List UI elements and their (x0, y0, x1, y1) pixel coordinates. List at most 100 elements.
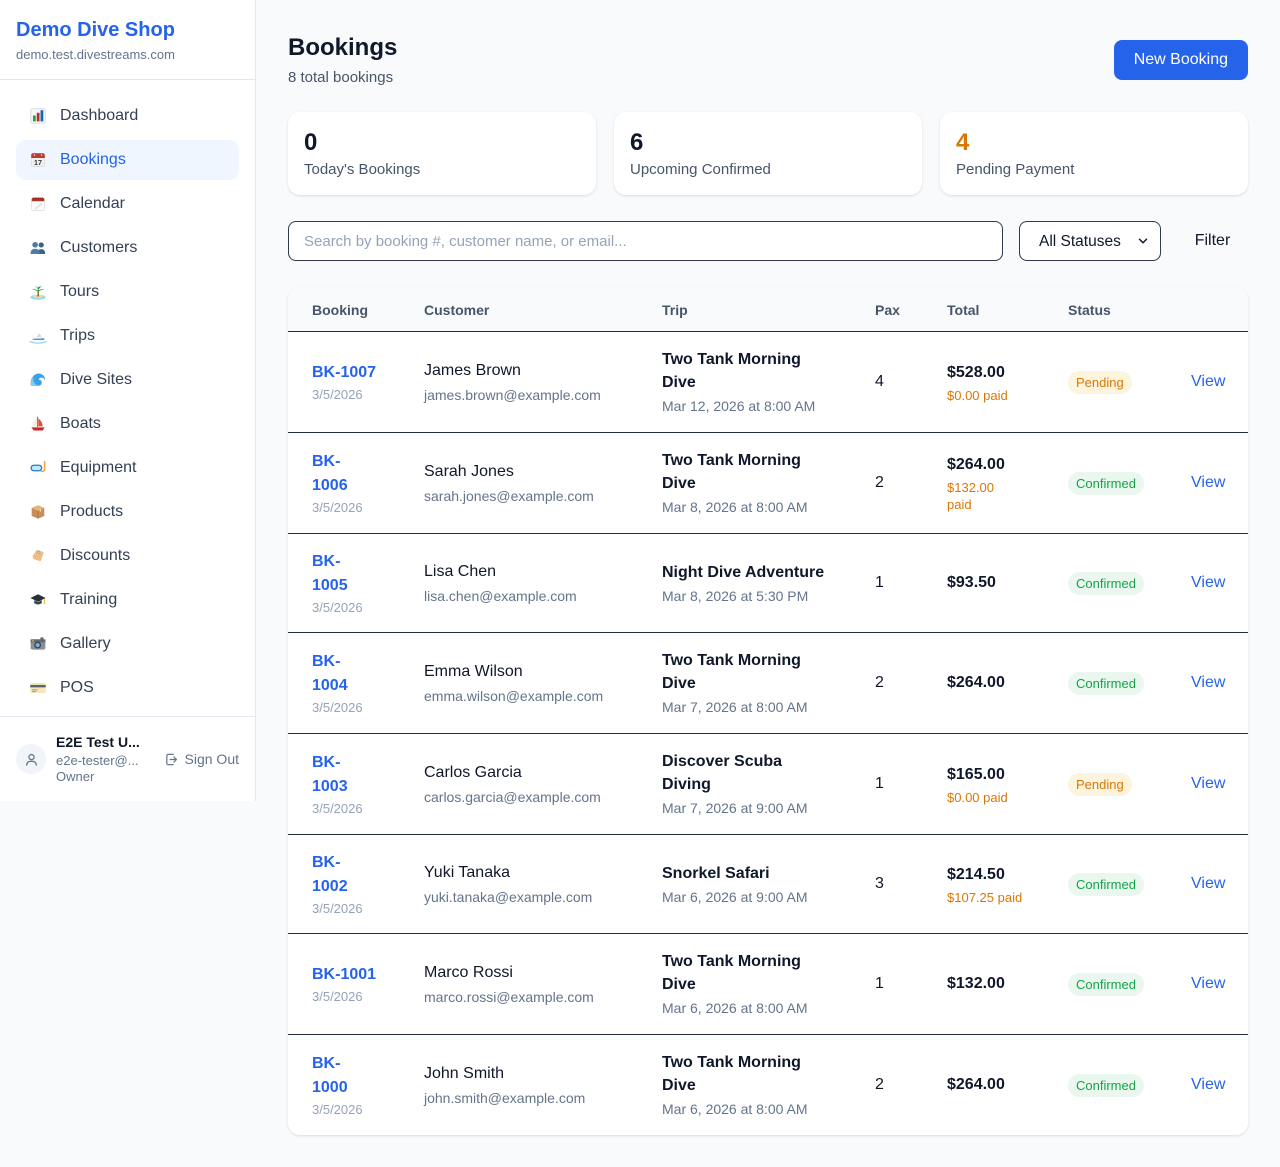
view-link[interactable]: View (1191, 775, 1226, 792)
pax-cell: 2 (875, 632, 947, 734)
trip-time: Mar 7, 2026 at 8:00 AM (662, 699, 808, 715)
status-cell: Confirmed (1068, 432, 1191, 534)
booking-id-link[interactable]: BK-1001 (312, 966, 377, 983)
trip-cell: Two Tank Morning Dive Mar 6, 2026 at 8:0… (662, 1034, 875, 1135)
trip-cell: Two Tank Morning Dive Mar 12, 2026 at 8:… (662, 332, 875, 433)
booking-id-link[interactable]: BK- 1000 (312, 1055, 348, 1096)
table-row: BK-1007 3/5/2026 James Brown james.brown… (288, 332, 1248, 433)
trip-name: Discover Scuba Diving (662, 753, 783, 793)
customer-email: yuki.tanaka@example.com (424, 889, 593, 905)
sidebar-item-label: Gallery (60, 635, 111, 652)
booking-date: 3/5/2026 (312, 600, 363, 615)
trip-name: Two Tank Morning Dive (662, 652, 801, 692)
user-name: E2E Test U... (56, 734, 140, 750)
filter-button[interactable]: Filter (1177, 221, 1248, 261)
pax-value: 2 (875, 1076, 884, 1093)
calendar-icon: 17 (28, 150, 48, 170)
sidebar-link-customers[interactable]: Customers (16, 228, 239, 268)
table-row: BK- 1005 3/5/2026 Lisa Chen lisa.chen@ex… (288, 533, 1248, 633)
sidebar-item-equipment: Equipment (16, 448, 239, 488)
sidebar-item-label: Customers (60, 239, 138, 256)
customer-cell: Yuki Tanaka yuki.tanaka@example.com (424, 834, 662, 934)
sidebar-link-products[interactable]: Products (16, 492, 239, 532)
sidebar-item-tours: Tours (16, 272, 239, 312)
table-row: BK- 1004 3/5/2026 Emma Wilson emma.wilso… (288, 632, 1248, 734)
table-header: Booking Customer Trip Pax Total Status (288, 287, 1248, 332)
total-amount: $214.50 (947, 865, 1005, 883)
shop-name: Demo Dive Shop (16, 19, 175, 41)
booking-id-link[interactable]: BK- 1006 (312, 453, 348, 494)
person-icon (25, 753, 37, 766)
customer-name: Lisa Chen (424, 563, 497, 580)
view-link[interactable]: View (1191, 373, 1226, 390)
booking-cell: BK-1001 3/5/2026 (288, 933, 424, 1035)
sidebar-link-tours[interactable]: Tours (16, 272, 239, 312)
view-link[interactable]: View (1191, 1076, 1226, 1093)
sidebar-link-trips[interactable]: Trips (16, 316, 239, 356)
trip-cell: Two Tank Morning Dive Mar 6, 2026 at 8:0… (662, 933, 875, 1035)
sidebar-item-label: Dashboard (60, 107, 139, 124)
stat-label: Pending Payment (956, 161, 1075, 178)
booking-id-link[interactable]: BK- 1003 (312, 754, 348, 795)
booking-date: 3/5/2026 (312, 500, 363, 515)
paid-amount: $132.00 paid (947, 480, 994, 512)
column-header-customer: Customer (424, 287, 662, 332)
user-role: Owner (56, 769, 95, 784)
customer-name: Carlos Garcia (424, 764, 522, 781)
customer-cell: Carlos Garcia carlos.garcia@example.com (424, 733, 662, 835)
new-booking-button[interactable]: New Booking (1113, 40, 1248, 80)
view-link[interactable]: View (1191, 474, 1226, 491)
credit-card-icon (28, 678, 48, 698)
pax-cell: 1 (875, 933, 947, 1035)
sidebar-item-training: Training (16, 580, 239, 620)
booking-id-link[interactable]: BK-1007 (312, 364, 377, 381)
view-link[interactable]: View (1191, 875, 1226, 892)
sidebar-link-dashboard[interactable]: Dashboard (16, 96, 239, 136)
view-link[interactable]: View (1191, 574, 1226, 591)
search-input[interactable] (288, 221, 1003, 261)
pax-cell: 1 (875, 733, 947, 835)
sidebar-item-dive-sites: Dive Sites (16, 360, 239, 400)
status-select[interactable]: All Statuses (1019, 221, 1161, 261)
sign-out-button[interactable]: Sign Out (164, 751, 239, 767)
paid-amount: $107.25 paid (947, 889, 1023, 905)
sidebar-link-pos[interactable]: POS (16, 668, 239, 708)
page-header: Bookings 8 total bookings New Booking (288, 32, 1248, 88)
stat-card-upcoming-confirmed: 6 Upcoming Confirmed (614, 112, 922, 195)
pax-cell: 2 (875, 432, 947, 534)
booking-id-link[interactable]: BK- 1002 (312, 854, 348, 895)
sidebar: Demo Dive Shop demo.test.divestreams.com… (0, 0, 256, 801)
customer-email: sarah.jones@example.com (424, 488, 594, 504)
sidebar-item-label: Calendar (60, 195, 125, 212)
total-amount: $165.00 (947, 765, 1005, 783)
booking-id-link[interactable]: BK- 1004 (312, 653, 348, 694)
sidebar-link-gallery[interactable]: Gallery (16, 624, 239, 664)
sidebar-link-bookings[interactable]: 17 Bookings (16, 140, 239, 180)
sidebar-link-discounts[interactable]: Discounts (16, 536, 239, 576)
customer-email: emma.wilson@example.com (424, 688, 604, 704)
sidebar-footer: E2E Test U... e2e-tester@... Owner Sign … (0, 716, 255, 801)
view-link[interactable]: View (1191, 674, 1226, 691)
view-link[interactable]: View (1191, 975, 1226, 992)
status-badge: Confirmed (1068, 1073, 1144, 1097)
sidebar-link-equipment[interactable]: Equipment (16, 448, 239, 488)
svg-text:17: 17 (34, 158, 42, 167)
total-cell: $264.00 (947, 632, 1068, 734)
sidebar-item-label: Trips (60, 327, 95, 344)
booking-cell: BK- 1000 3/5/2026 (288, 1034, 424, 1135)
customer-name: John Smith (424, 1065, 505, 1082)
actions-cell: View (1191, 834, 1248, 934)
actions-cell: View (1191, 332, 1248, 433)
people-icon (28, 238, 48, 258)
sidebar-link-dive-sites[interactable]: Dive Sites (16, 360, 239, 400)
sidebar-link-calendar[interactable]: Calendar (16, 184, 239, 224)
avatar (16, 744, 46, 774)
stat-label: Today's Bookings (304, 161, 421, 178)
sidebar-link-training[interactable]: Training (16, 580, 239, 620)
sidebar-link-boats[interactable]: Boats (16, 404, 239, 444)
booking-id-link[interactable]: BK- 1005 (312, 553, 348, 594)
pax-value: 2 (875, 474, 884, 491)
island-icon (28, 282, 48, 302)
trip-time: Mar 6, 2026 at 8:00 AM (662, 1101, 808, 1117)
camera-icon (28, 634, 48, 654)
